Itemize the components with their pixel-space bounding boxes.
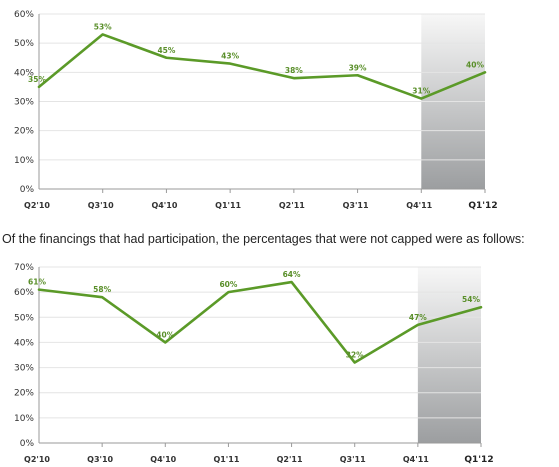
series-line [37, 280, 483, 364]
data-label: 58% [93, 285, 111, 294]
x-tick-label: Q1'11 [215, 201, 241, 210]
y-tick-label: 30% [14, 98, 34, 108]
x-tick-label: Q2'11 [277, 455, 303, 464]
x-tick-label: Q3'11 [343, 201, 369, 210]
x-tick-label: Q1'11 [213, 455, 239, 464]
y-tick-label: 20% [14, 127, 34, 137]
highlight-band [417, 267, 481, 443]
y-tick-label: 30% [14, 364, 34, 374]
y-tick-label: 0% [20, 439, 35, 449]
x-tick-label: Q3'10 [88, 201, 114, 210]
data-label: 31% [412, 87, 430, 96]
data-label: 39% [349, 63, 367, 72]
data-label: 32% [346, 351, 364, 360]
x-tick-label: Q3'10 [87, 455, 113, 464]
y-tick-label: 20% [14, 389, 34, 399]
x-tick-label: Q1'12 [464, 455, 493, 465]
data-label: 53% [94, 22, 112, 31]
data-label: 54% [462, 295, 480, 304]
data-label: 43% [221, 52, 239, 61]
data-label: 45% [157, 46, 175, 55]
series-line [37, 33, 487, 100]
x-tick-label: Q3'11 [340, 455, 366, 464]
chart-1: 0% 10% 20% 30% 40% 50% 60% Q2'10 Q3'10 Q4'10 Q1'11… [14, 10, 498, 211]
x-tick-label: Q4'11 [406, 201, 432, 210]
data-label: 40% [156, 330, 174, 339]
x-tick-label: Q4'10 [151, 201, 177, 210]
data-label: 40% [466, 60, 484, 69]
y-tick-label: 10% [14, 414, 34, 424]
chart-2: 0% 10% 20% 30% 40% 50% 60% 70% Q2'10 Q3'10 Q4'10 Q1… [14, 263, 494, 465]
y-tick-label: 70% [14, 263, 34, 273]
y-tick-label: 50% [14, 39, 34, 49]
x-tick-label: Q2'11 [279, 201, 305, 210]
data-label: 35% [28, 75, 46, 84]
data-label: 61% [28, 278, 46, 287]
x-tick-label: Q1'12 [468, 201, 497, 211]
y-tick-label: 60% [14, 10, 34, 20]
y-tick-label: 50% [14, 313, 34, 323]
x-tick-label: Q4'11 [403, 455, 429, 464]
x-tick-label: Q2'10 [24, 201, 50, 210]
y-tick-label: 10% [14, 156, 34, 166]
x-tick-label: Q4'10 [150, 455, 176, 464]
data-label: 60% [219, 280, 237, 289]
data-label: 64% [283, 270, 301, 279]
x-tick-label: Q2'10 [24, 455, 50, 464]
y-tick-label: 60% [14, 288, 34, 298]
data-label: 38% [285, 66, 303, 75]
data-label: 47% [409, 313, 427, 322]
y-tick-label: 40% [14, 68, 34, 78]
y-tick-label: 0% [20, 185, 35, 195]
y-tick-label: 40% [14, 338, 34, 348]
chart-caption: Of the financings that had participation… [2, 232, 525, 246]
